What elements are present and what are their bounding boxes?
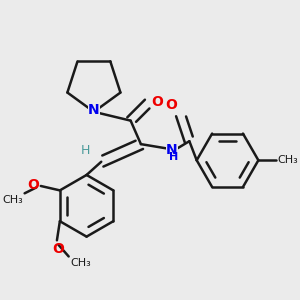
Text: CH₃: CH₃ xyxy=(70,258,91,268)
Text: O: O xyxy=(52,242,64,256)
Text: O: O xyxy=(27,178,39,191)
Text: CH₃: CH₃ xyxy=(278,155,298,165)
Text: N: N xyxy=(88,103,100,117)
Text: O: O xyxy=(151,94,163,109)
Text: O: O xyxy=(166,98,178,112)
Text: H: H xyxy=(80,143,90,157)
Text: CH₃: CH₃ xyxy=(2,195,23,205)
Text: H: H xyxy=(169,152,178,162)
Text: N: N xyxy=(166,143,178,157)
